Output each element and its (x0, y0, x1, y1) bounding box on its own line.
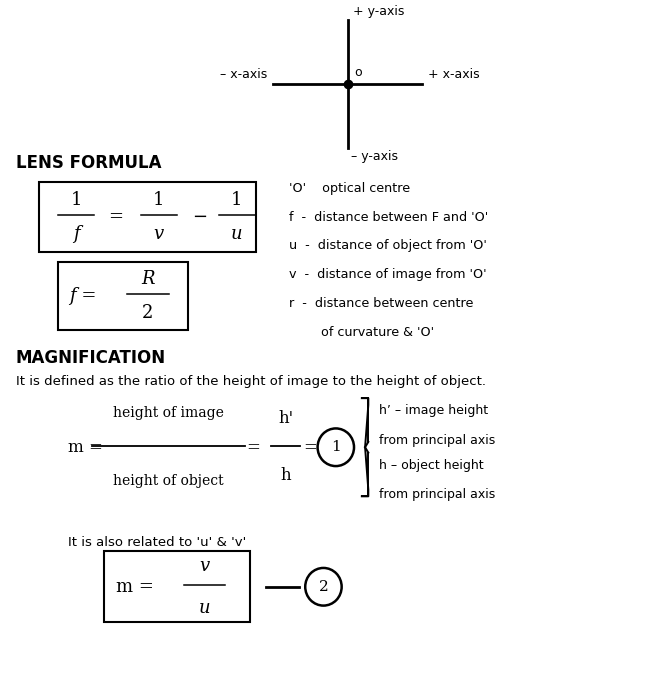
Text: f  -  distance between F and 'O': f - distance between F and 'O' (289, 211, 488, 224)
Text: 'O'    optical centre: 'O' optical centre (289, 181, 410, 194)
Text: + x-axis: + x-axis (428, 68, 479, 80)
Text: m =: m = (116, 578, 154, 596)
Text: 1: 1 (231, 191, 243, 209)
Text: h: h (280, 467, 291, 484)
Text: R: R (141, 270, 155, 288)
Text: h': h' (278, 410, 293, 427)
FancyBboxPatch shape (104, 552, 250, 622)
Text: h – object height: h – object height (379, 460, 483, 473)
Text: m =: m = (68, 439, 103, 456)
Text: It is also related to 'u' & 'v': It is also related to 'u' & 'v' (68, 536, 246, 549)
Text: =: = (108, 208, 123, 226)
Text: o: o (354, 65, 361, 79)
Text: r  -  distance between centre: r - distance between centre (289, 297, 474, 310)
Text: – x-axis: – x-axis (220, 68, 268, 80)
Text: h’ – image height: h’ – image height (379, 404, 488, 417)
Text: v: v (154, 225, 164, 243)
Text: f =: f = (69, 287, 96, 305)
Text: 1: 1 (71, 191, 82, 209)
Text: height of image: height of image (113, 406, 224, 420)
FancyBboxPatch shape (58, 263, 188, 329)
Text: u  -  distance of object from 'O': u - distance of object from 'O' (289, 239, 487, 252)
Text: 2: 2 (319, 580, 328, 594)
Text: It is defined as the ratio of the height of image to the height of object.: It is defined as the ratio of the height… (16, 374, 486, 387)
Text: 1: 1 (331, 441, 340, 454)
Text: from principal axis: from principal axis (379, 488, 495, 501)
Text: + y-axis: + y-axis (353, 5, 404, 18)
Text: height of object: height of object (113, 474, 224, 488)
Text: 2: 2 (142, 304, 154, 322)
Text: =: = (246, 439, 260, 456)
Text: v: v (199, 557, 209, 575)
Text: LENS FORMULA: LENS FORMULA (16, 153, 161, 172)
Text: from principal axis: from principal axis (379, 434, 495, 447)
Text: MAGNIFICATION: MAGNIFICATION (16, 349, 166, 366)
Text: −: − (192, 208, 207, 226)
Text: u: u (199, 599, 210, 617)
Text: – y-axis: – y-axis (351, 150, 398, 163)
Text: of curvature & 'O': of curvature & 'O' (289, 326, 434, 339)
Text: v  -  distance of image from 'O': v - distance of image from 'O' (289, 269, 487, 282)
Text: =: = (303, 439, 317, 456)
Text: u: u (231, 225, 243, 243)
Text: 1: 1 (153, 191, 165, 209)
Text: f: f (73, 225, 79, 243)
FancyBboxPatch shape (39, 181, 256, 252)
